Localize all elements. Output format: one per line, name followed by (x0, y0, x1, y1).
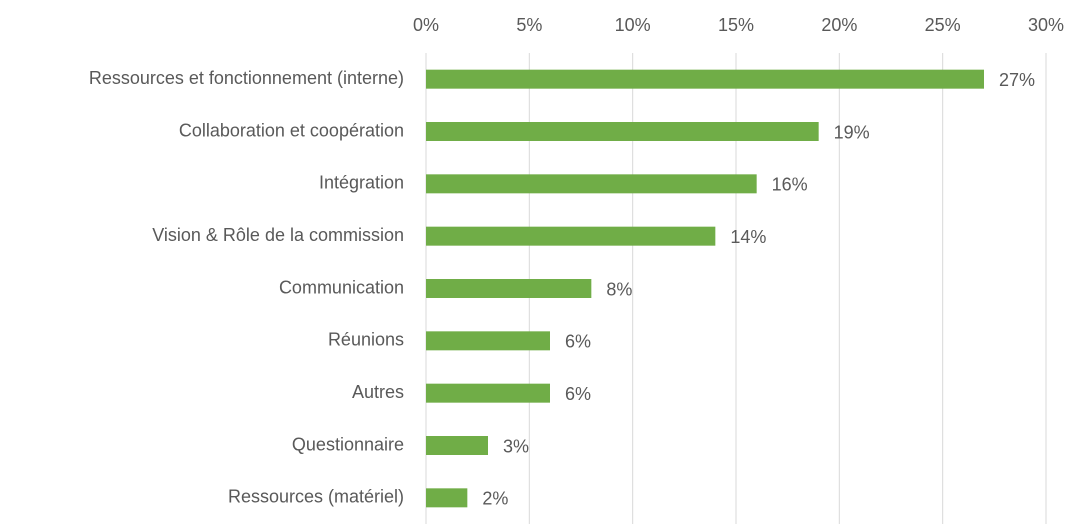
data-label: 6% (565, 332, 591, 352)
data-label: 27% (999, 70, 1035, 90)
bar (426, 331, 550, 351)
y-tick-label: Vision & Rôle de la commission (152, 225, 404, 245)
x-tick-label: 0% (413, 15, 439, 35)
data-label: 2% (482, 489, 508, 509)
y-tick-label: Intégration (319, 173, 404, 193)
x-tick-label: 25% (925, 15, 961, 35)
bar (426, 174, 757, 194)
bar (426, 488, 468, 508)
x-tick-label: 20% (821, 15, 857, 35)
bar (426, 226, 716, 246)
y-tick-label: Collaboration et coopération (179, 120, 404, 140)
data-label: 8% (606, 279, 632, 299)
data-label: 16% (772, 175, 808, 195)
y-tick-label: Ressources et fonctionnement (interne) (89, 68, 404, 88)
bar (426, 436, 488, 455)
bar (426, 122, 819, 141)
data-label: 19% (834, 122, 870, 142)
data-label: 6% (565, 384, 591, 404)
bar (426, 69, 984, 89)
x-tick-label: 10% (615, 15, 651, 35)
bar (426, 383, 550, 403)
y-tick-label: Réunions (328, 330, 404, 350)
y-tick-label: Questionnaire (292, 434, 404, 454)
data-label: 14% (730, 227, 766, 247)
bar (426, 279, 592, 298)
y-tick-label: Communication (279, 277, 404, 297)
data-label: 3% (503, 436, 529, 456)
x-tick-label: 5% (516, 15, 542, 35)
y-tick-label: Ressources (matériel) (228, 487, 404, 507)
x-tick-label: 15% (718, 15, 754, 35)
y-tick-label: Autres (352, 382, 404, 402)
x-tick-label: 30% (1028, 15, 1064, 35)
